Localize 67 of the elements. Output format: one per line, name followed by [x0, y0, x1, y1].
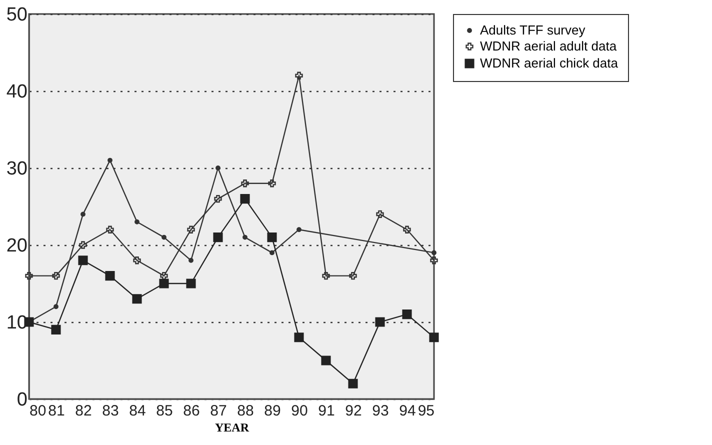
point: [79, 241, 87, 249]
point: [78, 256, 88, 266]
x-tick-label: 81: [48, 402, 65, 420]
point: [159, 278, 169, 288]
y-tick-label: 0: [16, 390, 28, 410]
point: [376, 210, 384, 218]
x-tick-label: 84: [129, 402, 146, 420]
x-tick-label: 82: [75, 402, 92, 420]
legend-label: WDNR aerial adult data: [480, 38, 618, 54]
x-tick-label: 93: [372, 402, 389, 420]
point: [216, 166, 220, 170]
x-tick-label: 91: [318, 402, 335, 420]
point: [375, 317, 385, 327]
y-tick-label: 50: [6, 4, 28, 26]
point: [52, 272, 60, 280]
point: [132, 294, 142, 304]
x-tick-label: 80: [30, 402, 46, 420]
x-tick-label: 92: [345, 402, 362, 420]
point: [349, 272, 357, 280]
point: [133, 256, 141, 264]
point: [80, 212, 86, 217]
point: [105, 271, 115, 281]
point: [134, 219, 140, 224]
point: [267, 232, 277, 242]
point: [108, 158, 112, 163]
point: [294, 332, 304, 342]
point: [214, 194, 222, 203]
point: [54, 304, 58, 310]
y-tick-label: 40: [6, 82, 28, 102]
point: [296, 227, 302, 232]
point: [430, 256, 438, 264]
point: [188, 258, 194, 263]
y-tick-label: 30: [6, 158, 28, 180]
point: [270, 250, 274, 256]
point: [241, 180, 249, 188]
x-tick-label: 86: [183, 402, 200, 420]
legend-label: Adults TFF survey: [480, 22, 586, 38]
point: [403, 226, 411, 234]
point: [51, 324, 61, 334]
point: [162, 234, 166, 240]
x-tick-label: 83: [102, 402, 119, 420]
x-tick-label: 87: [210, 402, 227, 420]
point: [429, 332, 439, 342]
point: [106, 226, 114, 234]
point: [186, 278, 196, 288]
x-tick-label: 94: [399, 402, 416, 420]
point: [321, 356, 331, 366]
x-tick-label: 95: [418, 402, 434, 420]
x-tick-label: 90: [291, 402, 308, 420]
point: [25, 272, 33, 280]
point: [213, 232, 223, 242]
point: [348, 378, 358, 388]
legend-label: WDNR aerial chick data: [480, 56, 619, 70]
point: [295, 72, 303, 80]
point: [322, 272, 330, 280]
point: [268, 180, 276, 188]
x-tick-label: 85: [156, 402, 173, 420]
point: [240, 194, 250, 204]
point: [402, 310, 412, 320]
x-tick-label: 88: [237, 402, 254, 420]
point: [242, 234, 248, 240]
point: [160, 272, 168, 280]
point: [432, 250, 436, 256]
x-tick-label: 89: [264, 402, 281, 420]
x-axis-title: YEAR: [214, 420, 250, 434]
point: [187, 226, 195, 234]
y-tick-label: 20: [6, 236, 28, 256]
